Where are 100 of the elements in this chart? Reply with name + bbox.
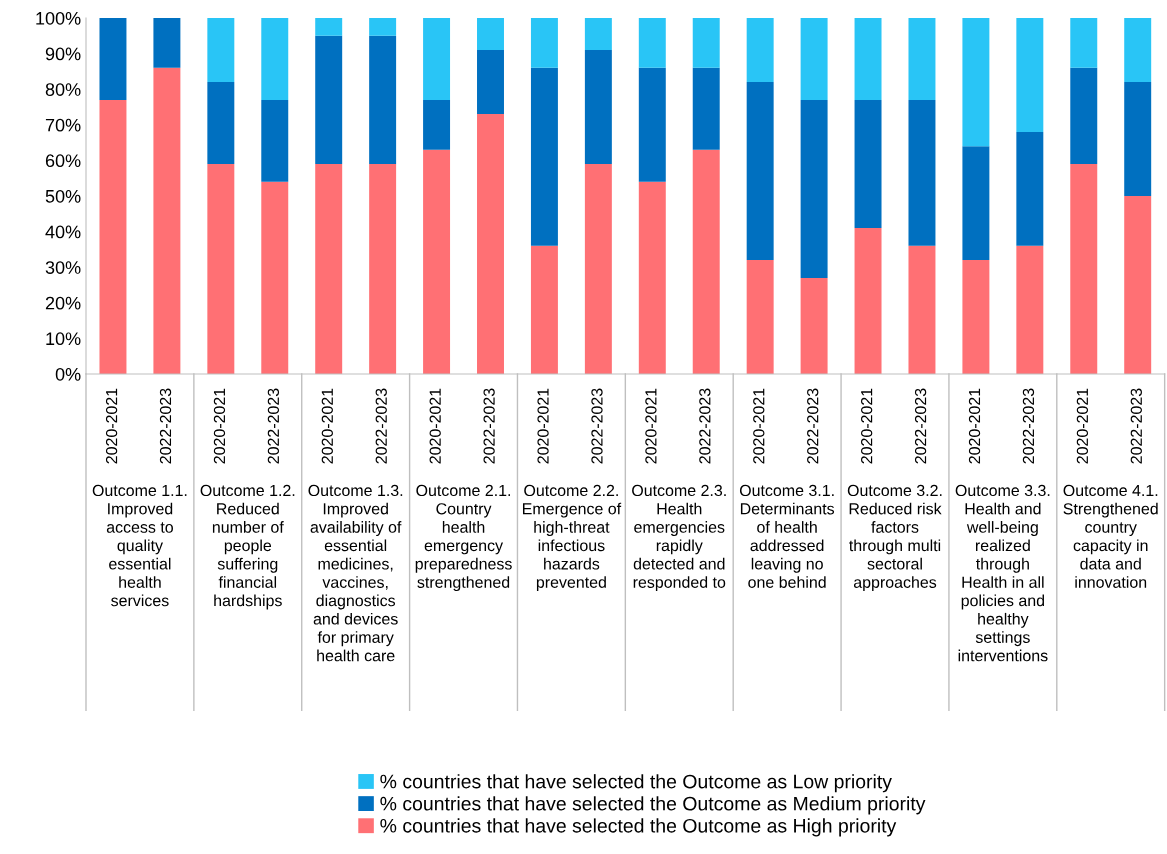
bar: [962, 146, 990, 261]
bar: [1070, 67, 1098, 164]
bar: [638, 18, 666, 68]
bar: [1016, 18, 1044, 132]
bar: [315, 163, 343, 374]
bar: [423, 99, 451, 150]
x-tick-label: 2022-2023: [267, 388, 280, 464]
legend-label: % countries that have selected the Outcome as High priority: [380, 818, 897, 837]
bar: [423, 149, 451, 374]
bar: [800, 18, 828, 100]
bar: [207, 163, 235, 374]
bar: [1016, 131, 1044, 246]
bar: [315, 35, 343, 164]
bar: [369, 163, 397, 374]
x-tick-label: 2020-2021: [537, 388, 549, 464]
bar: [207, 18, 235, 83]
bar: [1070, 18, 1098, 68]
bar: [638, 181, 666, 374]
bar: [584, 163, 612, 374]
x-tick-label: 2022-2023: [591, 388, 603, 464]
bar: [530, 18, 558, 68]
y-tick-label: 40%: [45, 225, 81, 239]
y-tick-label: 50%: [45, 189, 81, 203]
bar: [584, 50, 612, 164]
x-tick-label: 2022-2023: [699, 388, 711, 464]
bar: [746, 260, 774, 374]
text: Outcome 1.3. Improved availability of essential medicines, vaccines, diagnostics and devices for primary health care: [308, 484, 403, 662]
bar: [261, 181, 289, 374]
y-tick-label: 80%: [45, 83, 81, 96]
bar: [530, 67, 558, 246]
bar: [692, 18, 720, 68]
x-tick-label: 2020-2021: [213, 388, 226, 464]
bar: [854, 99, 882, 229]
y-tick-label: 30%: [45, 261, 81, 274]
bar: [261, 18, 289, 100]
text: Outcome 3.1. Determinants of health addressed leaving no one behind: [739, 484, 835, 588]
bar: [800, 277, 828, 374]
bar: [962, 260, 990, 374]
x-tick-label: 2020-2021: [968, 388, 981, 464]
x-tick-label: 2020-2021: [645, 388, 657, 464]
x-tick-label: 2022-2023: [483, 388, 495, 464]
bar: [1124, 18, 1152, 83]
y-tick-label: 10%: [46, 332, 81, 346]
bar: [962, 18, 990, 147]
legend-label: % countries that have selected the Outcome as Low priority: [380, 774, 892, 793]
bar: [315, 18, 343, 36]
x-tick-label: 2022-2023: [375, 388, 387, 464]
bar: [692, 67, 720, 150]
bar: [1124, 82, 1152, 196]
bar: [153, 18, 181, 68]
bar: [854, 18, 882, 100]
x-tick-label: 2020-2021: [1076, 388, 1089, 464]
text: Outcome 2.3. Health emergencies rapidly detected and responded to: [632, 484, 726, 592]
bar: [1124, 196, 1152, 374]
bar: [207, 82, 235, 164]
bar: [153, 67, 181, 374]
bar: [746, 18, 774, 83]
x-tick-label: 2020-2021: [321, 388, 333, 464]
x-tick-label: 2020-2021: [861, 388, 873, 464]
text: Outcome 2.2. Emergence of high-threat infectious hazards prevented: [523, 484, 622, 592]
bar: [477, 18, 504, 51]
text: Outcome 4.1. Strengthened country capacity in data and innovation: [1063, 484, 1158, 588]
x-tick-label: 2020-2021: [105, 388, 118, 464]
legend-label: % countries that have selected the Outcome as Medium priority: [380, 796, 926, 815]
y-tick-label: 70%: [45, 118, 81, 132]
text: Outcome 1.1. Improved access to quality essential health services: [92, 484, 187, 607]
y-tick-label: 0%: [55, 367, 81, 381]
y-tick-label: 60%: [45, 154, 81, 168]
bar: [638, 67, 666, 182]
bar: [477, 50, 504, 115]
x-tick-label: 2022-2023: [1130, 388, 1142, 464]
bar: [908, 245, 936, 374]
bar: [99, 99, 127, 374]
y-tick-label: 20%: [45, 296, 81, 310]
bar: [584, 18, 612, 51]
bar: [369, 35, 397, 164]
bar: [530, 245, 558, 374]
bar: [854, 228, 882, 374]
x-tick-label: 2022-2023: [914, 388, 927, 464]
text: Outcome 1.2. Reduced number of people suffering financial hardships: [200, 484, 295, 610]
bar: [908, 18, 936, 100]
bar: [261, 99, 289, 182]
bar: [423, 18, 451, 100]
y-tick-label: 100%: [36, 11, 81, 25]
bar: [800, 99, 828, 278]
bar: [477, 114, 504, 374]
bar: [369, 18, 397, 36]
x-tick-label: 2022-2023: [159, 388, 172, 464]
text: Outcome 3.3. Health and well-being realized through Health in all policies and healthy settings interventions: [955, 484, 1050, 662]
bar: [746, 82, 774, 261]
bar: [1016, 245, 1044, 374]
x-tick-label: 2020-2021: [753, 388, 765, 464]
x-tick-label: 2022-2023: [1022, 388, 1035, 464]
text: Outcome 2.1. Country health emergency preparedness strengthened: [415, 484, 512, 592]
bar: [99, 18, 127, 100]
x-tick-label: 2020-2021: [429, 388, 441, 464]
bar: [692, 149, 720, 374]
x-tick-label: 2022-2023: [807, 388, 819, 464]
bar: [908, 99, 936, 246]
text: Outcome 3.2. Reduced risk factors through multi sectoral approaches: [847, 484, 942, 592]
